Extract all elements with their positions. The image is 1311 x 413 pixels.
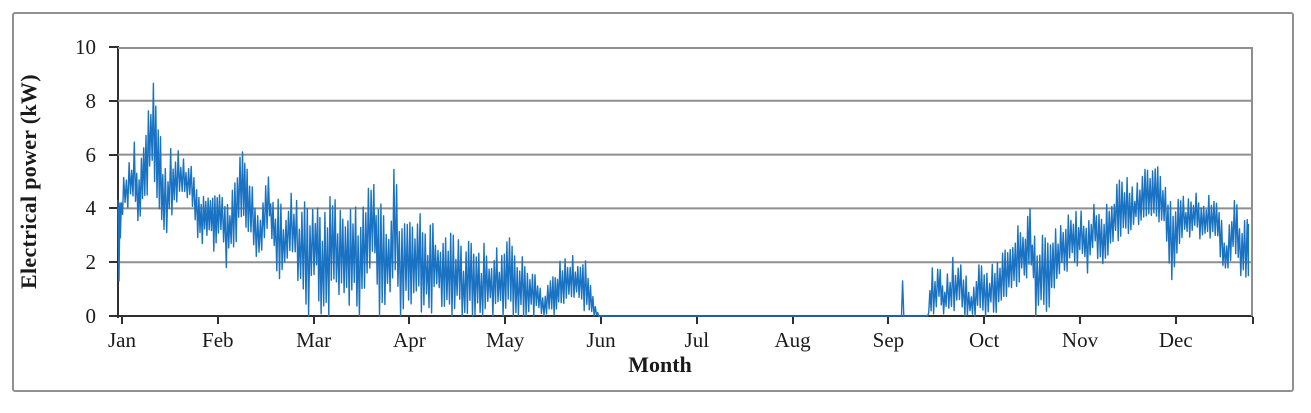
y-axis-line — [117, 46, 119, 318]
x-tick-label-mar: Mar — [296, 328, 332, 352]
x-tick-mark-feb — [216, 317, 219, 324]
x-tick-label-nov: Nov — [1061, 328, 1099, 352]
x-tick-label-may: May — [485, 328, 525, 352]
x-tick-label-jul: Jul — [684, 328, 710, 352]
x-tick-mark-sep — [887, 317, 890, 324]
x-tick-mark-jan — [121, 317, 123, 324]
x-tick-mark-nov — [1079, 317, 1081, 324]
y-tick-label-10: 10 — [75, 35, 96, 59]
y-tick-mark-4 — [109, 207, 118, 210]
x-tick-mark-jun — [600, 317, 602, 324]
y-tick-mark-0 — [109, 315, 118, 317]
x-tick-label-dec: Dec — [1158, 328, 1193, 352]
power-series-line — [117, 82, 1250, 317]
y-tick-mark-8 — [109, 99, 118, 102]
x-tick-mark-apr — [408, 317, 411, 324]
y-tick-label-2: 2 — [85, 250, 97, 275]
x-tick-mark-oct — [983, 317, 986, 324]
x-tick-label-jun: Jun — [586, 328, 616, 352]
y-axis-title: Electrical power (kW) — [16, 74, 41, 289]
x-tick-mark-mar — [312, 317, 315, 324]
x-tick-label-feb: Feb — [202, 328, 234, 352]
y-tick-mark-2 — [109, 261, 118, 264]
y-tick-label-0: 0 — [85, 304, 97, 328]
y-tick-mark-6 — [109, 153, 118, 156]
plot-area — [117, 47, 1253, 317]
x-tick-mark-dec — [1174, 317, 1177, 324]
x-tick-label-jan: Jan — [108, 328, 136, 352]
x-tick-mark-may — [504, 317, 507, 324]
y-tick-label-4: 4 — [85, 196, 97, 221]
x-tick-label-oct: Oct — [969, 328, 1000, 352]
y-tick-mark-10 — [109, 46, 118, 48]
x-tick-mark-end — [1252, 317, 1254, 324]
x-tick-label-apr: Apr — [393, 328, 426, 352]
x-tick-label-sep: Sep — [872, 328, 905, 352]
y-tick-label-8: 8 — [85, 88, 97, 113]
x-tick-label-aug: Aug — [774, 328, 811, 352]
figure-border — [12, 12, 1294, 392]
x-axis-title: Month — [628, 352, 692, 377]
y-tick-label-6: 6 — [85, 142, 97, 167]
x-tick-mark-jul — [695, 317, 698, 324]
x-tick-mark-aug — [791, 317, 794, 324]
